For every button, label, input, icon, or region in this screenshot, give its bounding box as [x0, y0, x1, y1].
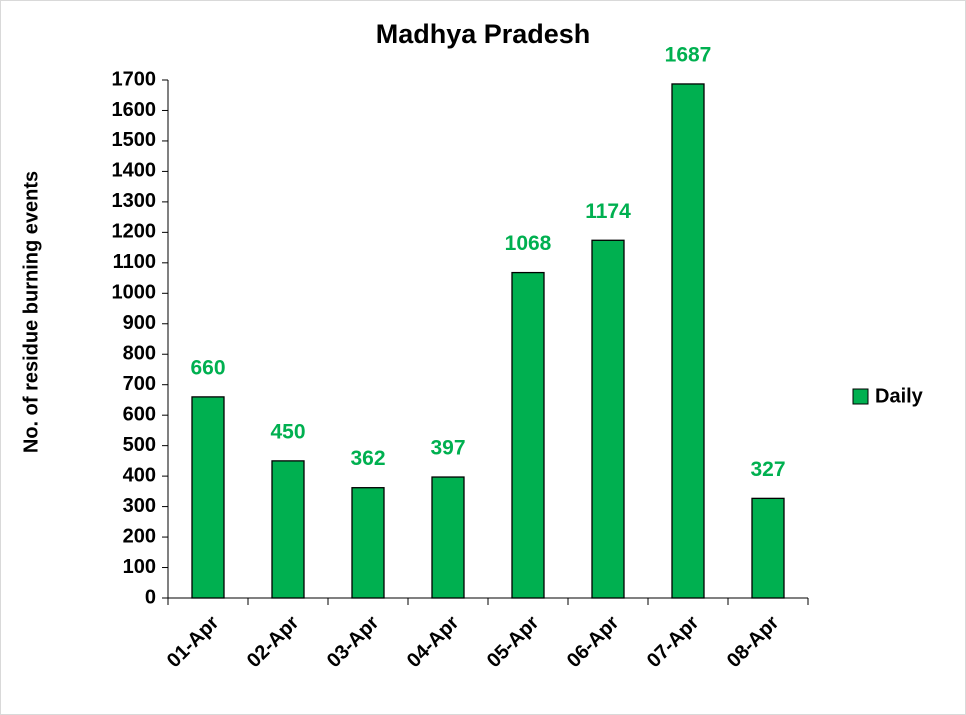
bar: [751, 497, 785, 599]
y-tick-label: 1000: [112, 282, 157, 304]
data-label: 450: [270, 420, 305, 443]
legend-label: Daily: [875, 385, 924, 407]
y-tick-label: 1100: [113, 251, 156, 273]
y-tick-label: 1400: [112, 160, 157, 182]
y-tick-label: 200: [123, 525, 156, 547]
data-label: 397: [430, 437, 465, 460]
bar: [671, 83, 705, 599]
bar: [511, 271, 545, 599]
bar: [591, 239, 625, 599]
y-tick-label: 100: [123, 556, 156, 578]
bar: [351, 487, 385, 599]
y-tick-label: 900: [123, 312, 156, 334]
y-tick-label: 1600: [112, 99, 157, 121]
bar: [431, 476, 465, 599]
y-tick-label: 800: [123, 343, 156, 365]
legend-swatch: [852, 388, 869, 405]
y-tick-label: 300: [123, 495, 156, 517]
bar: [191, 396, 225, 599]
data-label: 1174: [585, 200, 631, 223]
data-label: 327: [750, 458, 785, 481]
y-axis-label: No. of residue burning events: [20, 171, 42, 453]
y-tick-label: 1300: [112, 190, 157, 212]
data-label: 1068: [505, 232, 552, 255]
data-label: 362: [350, 447, 385, 470]
y-tick-label: 700: [123, 373, 156, 395]
y-tick-label: 400: [123, 464, 156, 486]
data-label: 1687: [665, 44, 712, 67]
y-tick-label: 0: [145, 586, 156, 608]
bar: [271, 460, 305, 599]
chart-title: Madhya Pradesh: [376, 19, 591, 49]
y-tick-label: 1500: [112, 129, 157, 151]
y-tick-label: 500: [123, 434, 156, 456]
y-tick-label: 1700: [112, 68, 157, 90]
y-tick-label: 1200: [112, 221, 157, 243]
y-tick-label: 600: [123, 403, 156, 425]
data-label: 660: [190, 356, 225, 379]
